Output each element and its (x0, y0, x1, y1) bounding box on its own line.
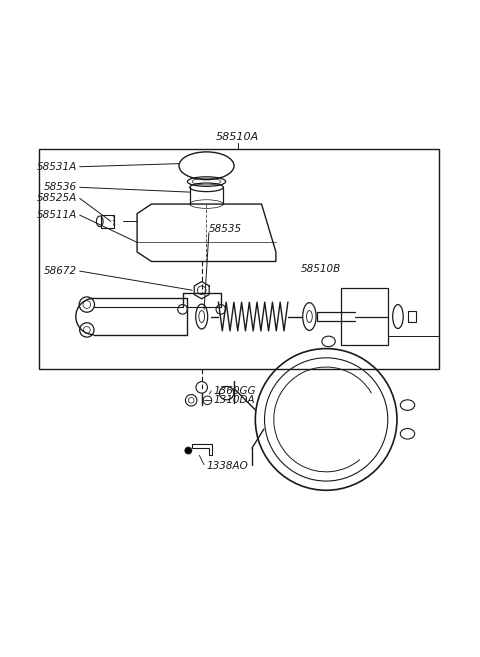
Text: 58510B: 58510B (301, 263, 341, 274)
Ellipse shape (179, 152, 234, 179)
Text: 58525A: 58525A (37, 193, 77, 203)
Text: 58672: 58672 (44, 266, 77, 276)
Text: 1338AO: 1338AO (206, 461, 248, 471)
Circle shape (185, 447, 192, 454)
Text: 58536: 58536 (44, 182, 77, 193)
Bar (101, 215, 114, 227)
Bar (408, 311, 416, 323)
Bar (340, 288, 388, 345)
Text: 58511A: 58511A (37, 210, 77, 220)
Polygon shape (137, 204, 276, 261)
Text: 58535: 58535 (209, 224, 242, 234)
Text: 58510A: 58510A (216, 132, 259, 142)
Text: 1310DA: 1310DA (214, 396, 255, 405)
Text: 1360GG: 1360GG (214, 386, 256, 396)
Bar (39, 149, 439, 369)
Text: 58531A: 58531A (37, 162, 77, 171)
